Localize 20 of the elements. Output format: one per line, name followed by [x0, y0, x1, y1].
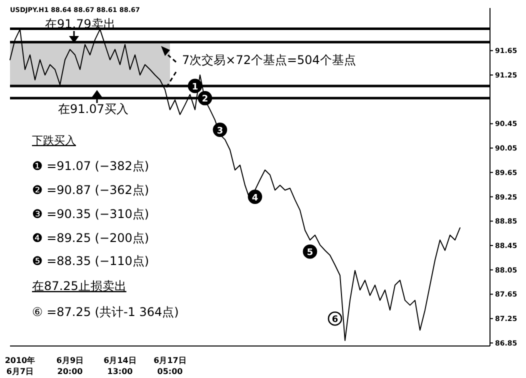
- annotation: 4: [252, 193, 258, 204]
- annotation: 7次交易×72个基点=504个基点: [182, 53, 356, 67]
- annotation: ❺ =88.35 (−110点): [32, 254, 150, 268]
- annotation: 下跌买入: [32, 134, 76, 147]
- annotation: ❸ =90.35 (−310点): [32, 207, 150, 221]
- annotation: 在87.25止损卖出: [32, 279, 126, 293]
- x-tick-label: 2010年 6月7日: [4, 356, 36, 376]
- annotation: ❹ =89.25 (−200点): [32, 231, 150, 245]
- annotation: 5: [306, 248, 314, 258]
- annotation: ⑥ =87.25 (共计-1 364点): [32, 305, 179, 319]
- annotation: ❷ =90.87 (−362点): [32, 183, 150, 197]
- x-tick-label: 6月14日 13:00: [104, 356, 136, 376]
- annotation: 2: [202, 94, 208, 105]
- annotation: ❶ =91.07 (−382点): [32, 159, 150, 173]
- annotation: 在91.07买入: [58, 102, 128, 116]
- annotation: 1: [192, 82, 198, 92]
- x-tick-label: 6月9日 20:00: [56, 356, 84, 376]
- x-tick-label: 6月17日 05:00: [154, 356, 186, 376]
- annotation: 3: [216, 126, 224, 136]
- annotation: 6: [332, 315, 338, 326]
